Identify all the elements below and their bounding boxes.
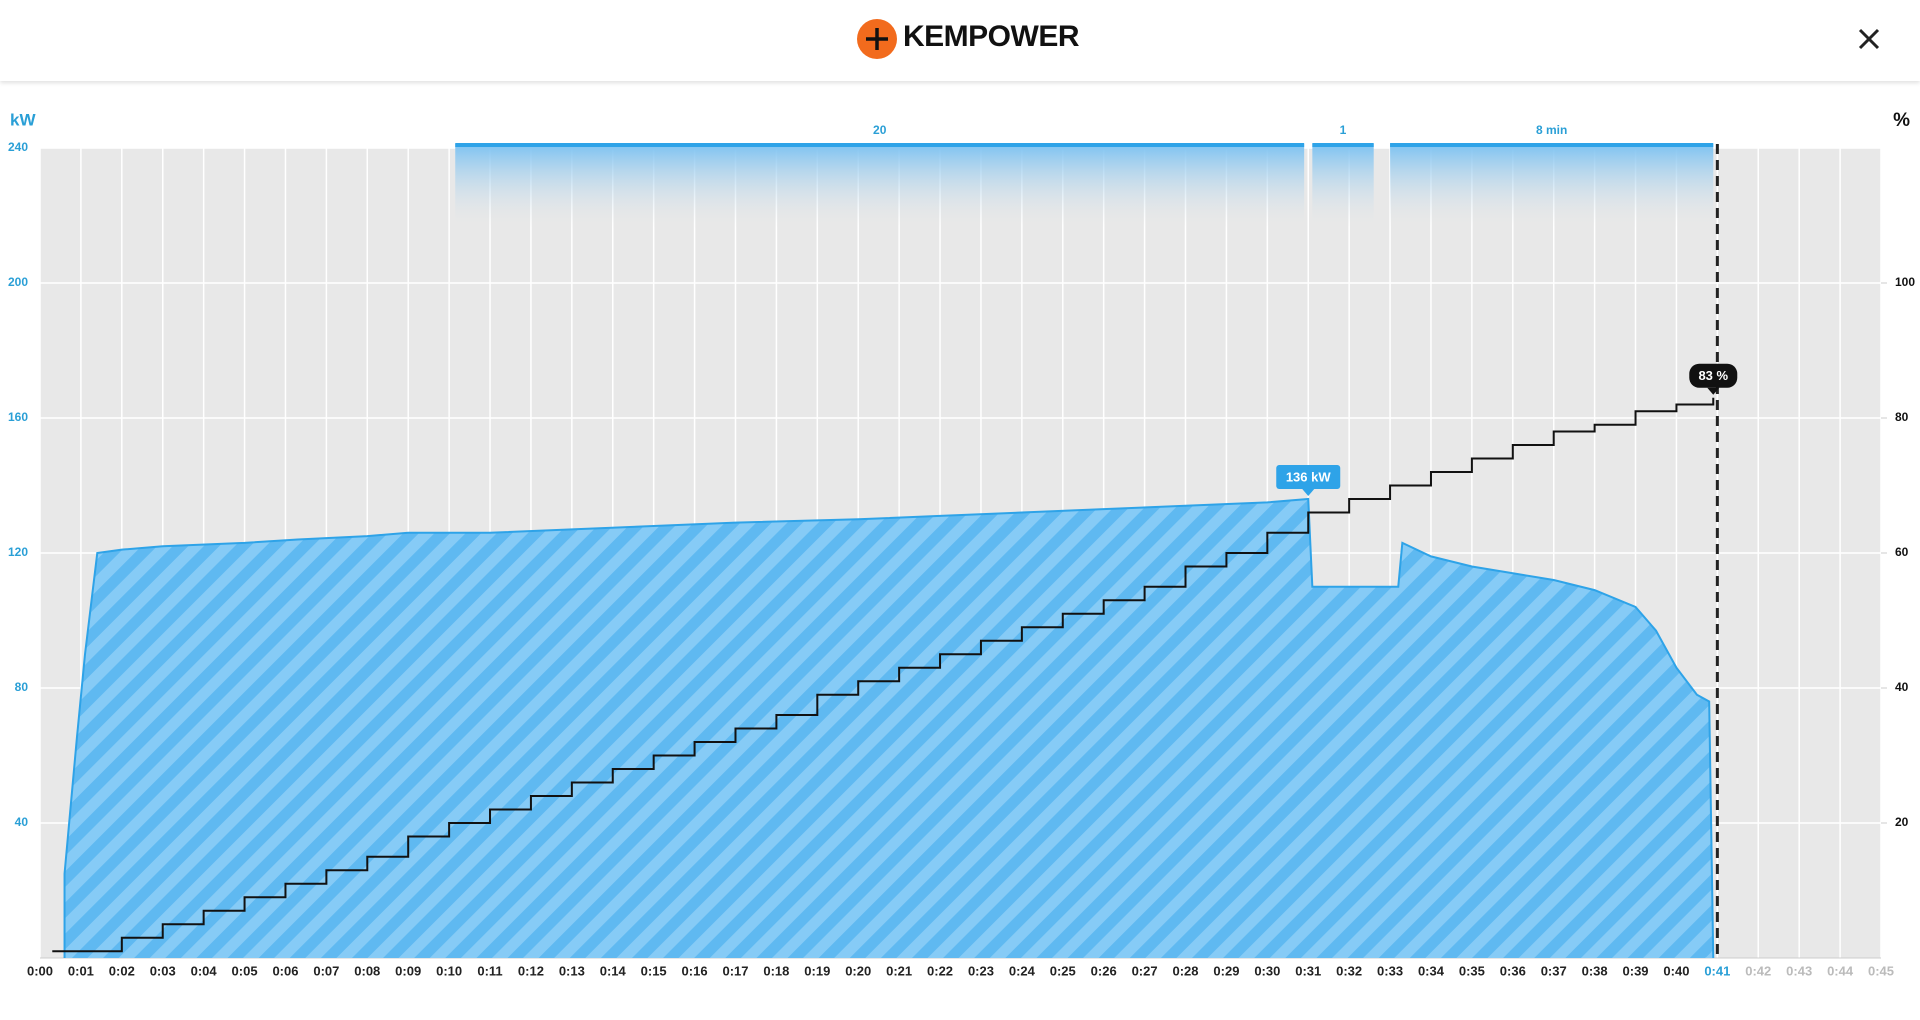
y-tick-label: 200 <box>8 275 28 289</box>
period-label: 8 min <box>1536 123 1567 137</box>
close-icon[interactable] <box>1858 28 1880 50</box>
x-tick-label: 0:31 <box>1295 963 1321 978</box>
y2-tick-label: 100 <box>1895 275 1915 289</box>
annotation-pointer <box>1707 387 1720 395</box>
y2-tick-label: 60 <box>1895 545 1909 559</box>
x-tick-label: 0:35 <box>1459 963 1485 978</box>
annotation: 136 kW <box>1276 465 1341 496</box>
x-tick-label: 0:05 <box>232 963 258 978</box>
x-tick-label: 0:26 <box>1091 963 1117 978</box>
x-tick-label: 0:03 <box>150 963 176 978</box>
period-band <box>1312 144 1374 228</box>
x-tick-label: 0:44 <box>1827 963 1854 978</box>
power-line <box>63 497 1715 959</box>
annotation-box <box>1276 465 1341 489</box>
x-tick-label: 0:15 <box>641 963 667 978</box>
y-tick-label: 240 <box>8 140 28 154</box>
x-tick-label: 0:36 <box>1500 963 1526 978</box>
y-tick-label: 40 <box>15 815 29 829</box>
x-tick-label: 0:04 <box>191 963 218 978</box>
x-tick-label: 0:21 <box>886 963 912 978</box>
x-tick-label: 0:09 <box>395 963 421 978</box>
x-tick-label: 0:34 <box>1418 963 1445 978</box>
annotation-label: 83 % <box>1698 368 1728 383</box>
close-button[interactable] <box>1858 28 1880 50</box>
x-tick-label: 0:11 <box>477 963 502 978</box>
annotation: 83 % <box>1689 363 1738 395</box>
x-tick-label: 0:01 <box>68 963 94 978</box>
x-tick-label: 0:08 <box>354 963 380 978</box>
x-tick-label: 0:30 <box>1254 963 1280 978</box>
x-tick-label: 0:45 <box>1868 963 1894 978</box>
x-tick-label: 0:12 <box>518 963 544 978</box>
period-label: 1 <box>1340 123 1347 137</box>
x-tick-label: 0:10 <box>436 963 462 978</box>
y2-tick-label: 80 <box>1895 410 1909 424</box>
y-axis-title: kW <box>10 110 36 129</box>
x-tick-label: 0:29 <box>1213 963 1239 978</box>
x-tick-label: 0:23 <box>968 963 994 978</box>
x-tick-label: 0:39 <box>1623 963 1649 978</box>
x-tick-label: 0:20 <box>845 963 871 978</box>
x-tick-label: 0:40 <box>1663 963 1689 978</box>
x-tick-label: 0:27 <box>1132 963 1158 978</box>
x-tick-label: 0:14 <box>600 963 627 978</box>
x-tick-label: 0:25 <box>1050 963 1076 978</box>
x-tick-label: 0:24 <box>1009 963 1036 978</box>
power-area <box>64 499 1714 958</box>
period-label: 20 <box>873 123 887 137</box>
x-tick-label: 0:28 <box>1172 963 1198 978</box>
period-band <box>1390 144 1714 228</box>
x-tick-label: 0:06 <box>272 963 298 978</box>
x-tick-label: 0:18 <box>763 963 789 978</box>
chart: kW % 0:00 0:01 0:02 0:03 0:04 0:05 0:06 0:07 0:0… <box>8 110 1915 978</box>
x-tick-label: 0:37 <box>1541 963 1567 978</box>
x-tick-label: 0:43 <box>1786 963 1812 978</box>
x-tick-label: 0:13 <box>559 963 585 978</box>
x-tick-label: 0:17 <box>722 963 748 978</box>
x-tick-label: 0:41 <box>1704 963 1730 978</box>
y-tick-label: 160 <box>8 410 28 424</box>
x-tick-label: 0:42 <box>1745 963 1771 978</box>
y-tick-label: 120 <box>8 545 28 559</box>
x-tick-label: 0:38 <box>1582 963 1608 978</box>
header-icons <box>857 19 1880 59</box>
y2-tick-label: 40 <box>1895 680 1909 694</box>
x-tick-label: 0:00 <box>27 963 53 978</box>
x-tick-label: 0:02 <box>109 963 135 978</box>
period-band <box>455 144 1305 228</box>
header: KEMPOWER <box>0 0 1920 81</box>
x-tick-label: 0:32 <box>1336 963 1362 978</box>
x-tick-label: 0:33 <box>1377 963 1403 978</box>
x-tick-label: 0:19 <box>804 963 830 978</box>
soc-line <box>52 397 1715 953</box>
y-tick-label: 80 <box>15 680 29 694</box>
annotation-box <box>1689 363 1738 388</box>
y2-tick-label: 20 <box>1895 815 1909 829</box>
x-tick-label: 0:07 <box>313 963 339 978</box>
brand: KEMPOWER <box>903 20 1080 53</box>
x-tick-label: 0:22 <box>927 963 953 978</box>
annotation-pointer <box>1302 489 1315 496</box>
y2-axis-title: % <box>1893 110 1910 131</box>
annotation-label: 136 kW <box>1286 469 1332 484</box>
x-tick-label: 0:16 <box>682 963 708 978</box>
